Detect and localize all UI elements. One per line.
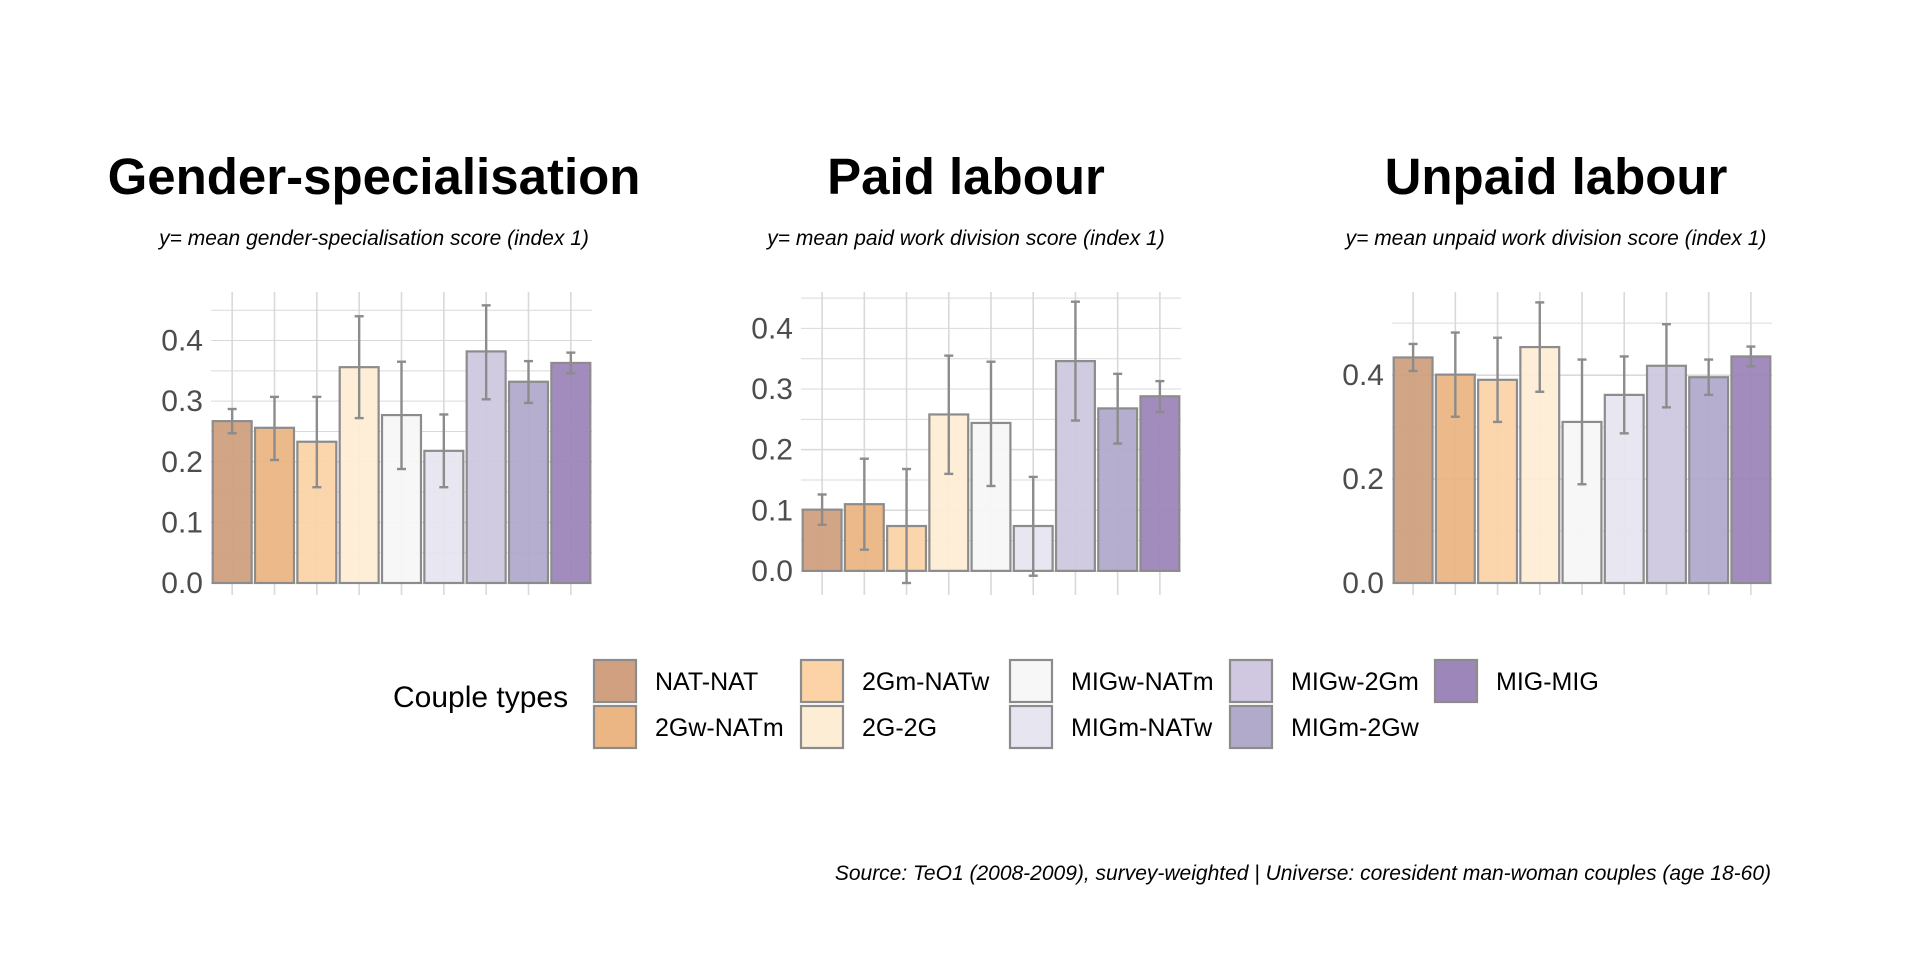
panel-subtitle: y= mean gender-specialisation score (ind… [157, 227, 589, 250]
panel-title: Unpaid labour [1385, 148, 1728, 205]
error-bar-2gm-natw [902, 467, 912, 585]
legend-item-2gw-natm: 2Gw-NATm [592, 704, 784, 750]
error-bar-2gm-natw [312, 395, 322, 489]
panel-title: Paid labour [827, 148, 1105, 205]
error-bar-migm-natw [439, 413, 449, 489]
error-bar-migw-natm [1577, 358, 1587, 486]
y-tick-label: 0.0 [161, 567, 203, 600]
error-bar-2gw-natm [1450, 331, 1460, 418]
legend-swatch [592, 658, 638, 704]
legend: Couple types NAT-NAT 2Gw-NATm 2Gm-NATw 2G-2… [393, 658, 1599, 750]
bar-nat-nat [211, 420, 253, 585]
chart-panel-1: Gender-specialisation y= mean gender-spec… [108, 148, 641, 600]
error-bar-migm-2gw [1113, 372, 1123, 445]
panel-subtitle: y= mean paid work division score (index … [765, 227, 1164, 250]
error-bar-migm-2gw [524, 359, 533, 405]
y-tick-label: 0.2 [1342, 463, 1384, 496]
legend-item-2g-2g: 2G-2G [799, 704, 937, 750]
error-bar-migm-natw [1028, 475, 1038, 577]
y-tick-label: 0.2 [161, 446, 203, 479]
y-tick-label: 0.4 [161, 325, 203, 358]
legend-swatch [799, 704, 845, 750]
legend-swatch [799, 658, 845, 704]
error-bar-2gm-natw [1493, 336, 1503, 424]
error-bar-2gw-natm [859, 457, 869, 551]
bar-mig-mig [550, 361, 592, 585]
y-tick-label: 0.3 [751, 373, 793, 406]
legend-item-mig-mig: MIG-MIG [1433, 658, 1599, 704]
error-bar-mig-mig [566, 351, 576, 375]
y-tick-label: 0.1 [751, 494, 793, 527]
legend-swatch [1228, 658, 1274, 704]
panel-subtitle: y= mean unpaid work division score (inde… [1344, 227, 1767, 250]
error-bar-migw-2gm [1070, 300, 1080, 422]
chart-panels: Gender-specialisation y= mean gender-spec… [108, 148, 1772, 600]
legend-swatch [1008, 704, 1054, 750]
error-bar-nat-nat [1408, 342, 1418, 373]
error-bar-mig-mig [1155, 379, 1165, 414]
y-tick-label: 0.4 [1342, 359, 1384, 392]
legend-item-2gm-natw: 2Gm-NATw [799, 658, 990, 704]
error-bar-nat-nat [817, 493, 827, 526]
error-bar-2gw-natm [270, 395, 279, 462]
legend-swatch [1433, 658, 1479, 704]
legend-title: Couple types [393, 681, 568, 714]
error-bar-2g-2g [944, 354, 954, 476]
error-bar-migw-natm [986, 360, 996, 488]
legend-item-migw-2gm: MIGw-2Gm [1228, 658, 1419, 704]
legend-item-migm-2gw: MIGm-2Gw [1228, 704, 1420, 750]
error-bar-migm-natw [1619, 355, 1629, 435]
legend-swatch [1228, 704, 1274, 750]
y-tick-label: 0.0 [1342, 567, 1384, 600]
y-tick-label: 0.3 [161, 385, 203, 418]
bar-migm-2gw [1688, 376, 1730, 585]
legend-label: 2Gw-NATm [655, 714, 784, 742]
legend-label: MIGm-NATw [1071, 714, 1213, 742]
legend-label: 2G-2G [862, 714, 937, 742]
y-tick-label: 0.1 [161, 506, 203, 539]
legend-item-migm-natw: MIGm-NATw [1008, 704, 1213, 750]
y-tick-label: 0.4 [751, 312, 793, 345]
legend-swatch [592, 704, 638, 750]
error-bar-migw-natm [397, 360, 406, 471]
bar-mig-mig [1139, 395, 1181, 572]
legend-label: MIGw-NATm [1071, 668, 1214, 696]
error-bar-mig-mig [1746, 345, 1756, 368]
error-bar-2g-2g [354, 315, 364, 420]
bar-mig-mig [1730, 355, 1772, 585]
chart-panel-3: Unpaid labour y= mean unpaid work divisio… [1342, 148, 1772, 600]
legend-swatch [1008, 658, 1054, 704]
legend-label: 2Gm-NATw [862, 668, 990, 696]
panel-title: Gender-specialisation [108, 148, 641, 205]
source-caption: Source: TeO1 (2008-2009), survey-weighte… [835, 862, 1771, 885]
error-bar-nat-nat [227, 407, 237, 435]
legend-label: MIG-MIG [1496, 668, 1599, 696]
error-bar-migm-2gw [1704, 358, 1714, 397]
bar-nat-nat [1392, 356, 1434, 585]
error-bar-2g-2g [1535, 301, 1545, 393]
bar-migm-2gw [507, 380, 550, 585]
chart-panel-2: Paid labour y= mean paid work division sc… [751, 148, 1181, 595]
legend-label: MIGw-2Gm [1291, 668, 1419, 696]
y-tick-label: 0.2 [751, 434, 793, 467]
legend-label: MIGm-2Gw [1291, 714, 1420, 742]
y-tick-label: 0.0 [751, 555, 793, 588]
error-bar-migw-2gm [481, 304, 491, 401]
error-bar-migw-2gm [1661, 323, 1671, 409]
legend-item-nat-nat: NAT-NAT [592, 658, 758, 704]
bar-2gm-natw [1477, 378, 1519, 585]
legend-item-migw-natm: MIGw-NATm [1008, 658, 1214, 704]
legend-label: NAT-NAT [655, 668, 758, 696]
